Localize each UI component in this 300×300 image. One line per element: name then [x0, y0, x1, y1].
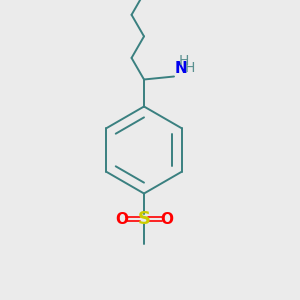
Text: H: H: [184, 61, 195, 75]
Text: O: O: [115, 212, 128, 226]
Text: S: S: [137, 210, 151, 228]
Text: O: O: [160, 212, 173, 226]
Text: N: N: [175, 61, 188, 76]
Text: H: H: [179, 54, 189, 68]
